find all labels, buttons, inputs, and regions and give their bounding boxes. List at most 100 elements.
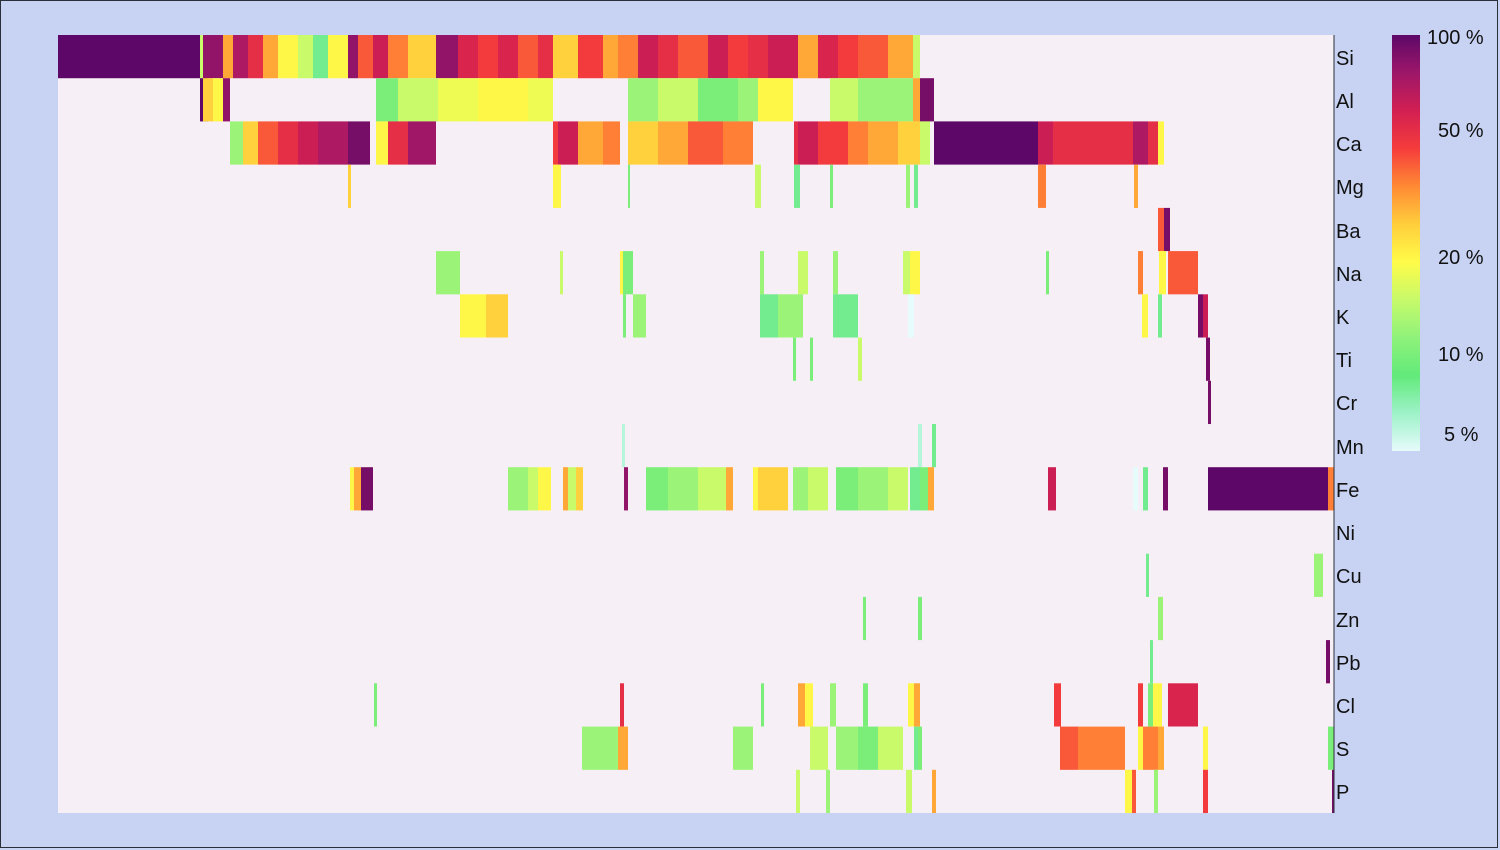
- heatmap-row-fe: [350, 467, 1334, 511]
- heatmap-cell: [508, 467, 528, 511]
- heatmap-cell: [913, 35, 920, 79]
- heatmap-cell: [826, 769, 830, 814]
- heatmap-cell: [1138, 251, 1143, 295]
- heatmap-cell: [1332, 769, 1334, 814]
- heatmap-cell: [628, 78, 658, 122]
- colorbar-tick-label: 50 %: [1438, 120, 1484, 143]
- heatmap-cell: [582, 726, 618, 770]
- heatmap-cell: [830, 683, 836, 727]
- heatmap-cell: [794, 121, 798, 165]
- heatmap-cell: [618, 726, 628, 770]
- heatmap-cell: [623, 251, 633, 295]
- row-label-k: K: [1336, 306, 1350, 329]
- heatmap-row-al: [200, 78, 934, 122]
- heatmap-cell: [932, 424, 936, 468]
- heatmap-cell: [408, 121, 436, 165]
- heatmap-cell: [558, 121, 578, 165]
- heatmap-cell: [830, 164, 833, 208]
- heatmap-cell: [318, 121, 348, 165]
- heatmap-cell: [1168, 251, 1198, 295]
- heatmap-cell: [818, 35, 838, 79]
- heatmap-cell: [628, 121, 658, 165]
- heatmap-cell: [863, 683, 868, 727]
- heatmap-cell: [1163, 467, 1168, 511]
- heatmap-cell: [798, 251, 808, 295]
- colorbar-tick-label: 100 %: [1427, 27, 1484, 49]
- row-label-ca: Ca: [1336, 134, 1362, 157]
- heatmap-cell: [726, 467, 733, 511]
- row-label-al: Al: [1336, 90, 1354, 113]
- heatmap-cell: [553, 35, 578, 79]
- heatmap-cell: [1134, 164, 1138, 208]
- row-label-fe: Fe: [1336, 479, 1360, 502]
- heatmap-cell: [858, 78, 888, 122]
- heatmap-cell: [213, 78, 223, 122]
- heatmap-cell: [1038, 164, 1046, 208]
- heatmap-cell: [328, 35, 348, 79]
- heatmap-cell: [932, 769, 936, 814]
- heatmap-row-ti: [793, 337, 1210, 381]
- colorbar-tick-label: 5 %: [1444, 424, 1479, 446]
- heatmap-row-p: [796, 769, 1334, 814]
- heatmap-cell: [1328, 467, 1334, 511]
- heatmap-cell: [758, 78, 793, 122]
- heatmap-cell: [723, 121, 753, 165]
- heatmap-cell: [913, 78, 920, 122]
- heatmap-cell: [858, 726, 878, 770]
- heatmap-cell: [918, 596, 922, 641]
- heatmap-cell: [646, 467, 668, 511]
- heatmap-row-cl: [374, 683, 1198, 727]
- heatmap-cell: [568, 467, 576, 511]
- heatmap-cell: [830, 78, 858, 122]
- heatmap-row-cu: [1146, 553, 1323, 597]
- heatmap-row-k: [460, 294, 1208, 338]
- heatmap-cell: [818, 121, 848, 165]
- heatmap-cell: [838, 35, 858, 79]
- heatmap-cell: [1208, 467, 1328, 511]
- heatmap-cell: [1150, 640, 1153, 684]
- row-label-ni: Ni: [1336, 523, 1355, 546]
- heatmap-cell: [698, 78, 738, 122]
- heatmap-cell: [1038, 121, 1053, 165]
- heatmap-cell: [350, 467, 354, 511]
- row-label-p: P: [1336, 782, 1350, 805]
- heatmap-cell: [805, 683, 813, 727]
- heatmap-cell: [373, 35, 388, 79]
- heatmap-cell: [868, 121, 898, 165]
- heatmap-cell: [1048, 467, 1056, 511]
- heatmap-cell: [622, 424, 625, 468]
- plot-background: [58, 35, 1334, 813]
- heatmap-cell: [1132, 769, 1136, 814]
- heatmap-cell: [1154, 769, 1158, 814]
- heatmap-row-mg: [348, 164, 1138, 208]
- heatmap-cell: [376, 121, 388, 165]
- heatmap-cell: [1060, 726, 1078, 770]
- heatmap-cell: [738, 78, 758, 122]
- heatmap-cell: [733, 726, 753, 770]
- heatmap-cell: [1168, 683, 1198, 727]
- heatmap-cell: [1203, 769, 1208, 814]
- heatmap-cell: [278, 121, 298, 165]
- heatmap-cell: [1138, 683, 1143, 727]
- heatmap-cell: [538, 35, 553, 79]
- heatmap-cell: [810, 337, 813, 381]
- heatmap-cell: [1046, 251, 1049, 295]
- heatmap-cell: [858, 467, 888, 511]
- heatmap-cell: [518, 35, 538, 79]
- heatmap-cell: [233, 35, 248, 79]
- heatmap-cell: [914, 683, 920, 727]
- heatmap-cell: [223, 78, 230, 122]
- heatmap-cell: [920, 78, 934, 122]
- heatmap-cell: [1148, 121, 1158, 165]
- heatmap-cell: [918, 726, 922, 770]
- heatmap-cell: [538, 467, 551, 511]
- colorbar-tick-label: 20 %: [1438, 247, 1484, 270]
- heatmap-cell: [1078, 726, 1125, 770]
- heatmap-cell: [1125, 769, 1132, 814]
- heatmap-cell: [778, 294, 803, 338]
- heatmap-cell: [348, 164, 351, 208]
- row-label-ba: Ba: [1336, 220, 1361, 243]
- heatmap-cell: [1143, 726, 1158, 770]
- heatmap-cell: [398, 78, 438, 122]
- heatmap-cell: [863, 596, 866, 641]
